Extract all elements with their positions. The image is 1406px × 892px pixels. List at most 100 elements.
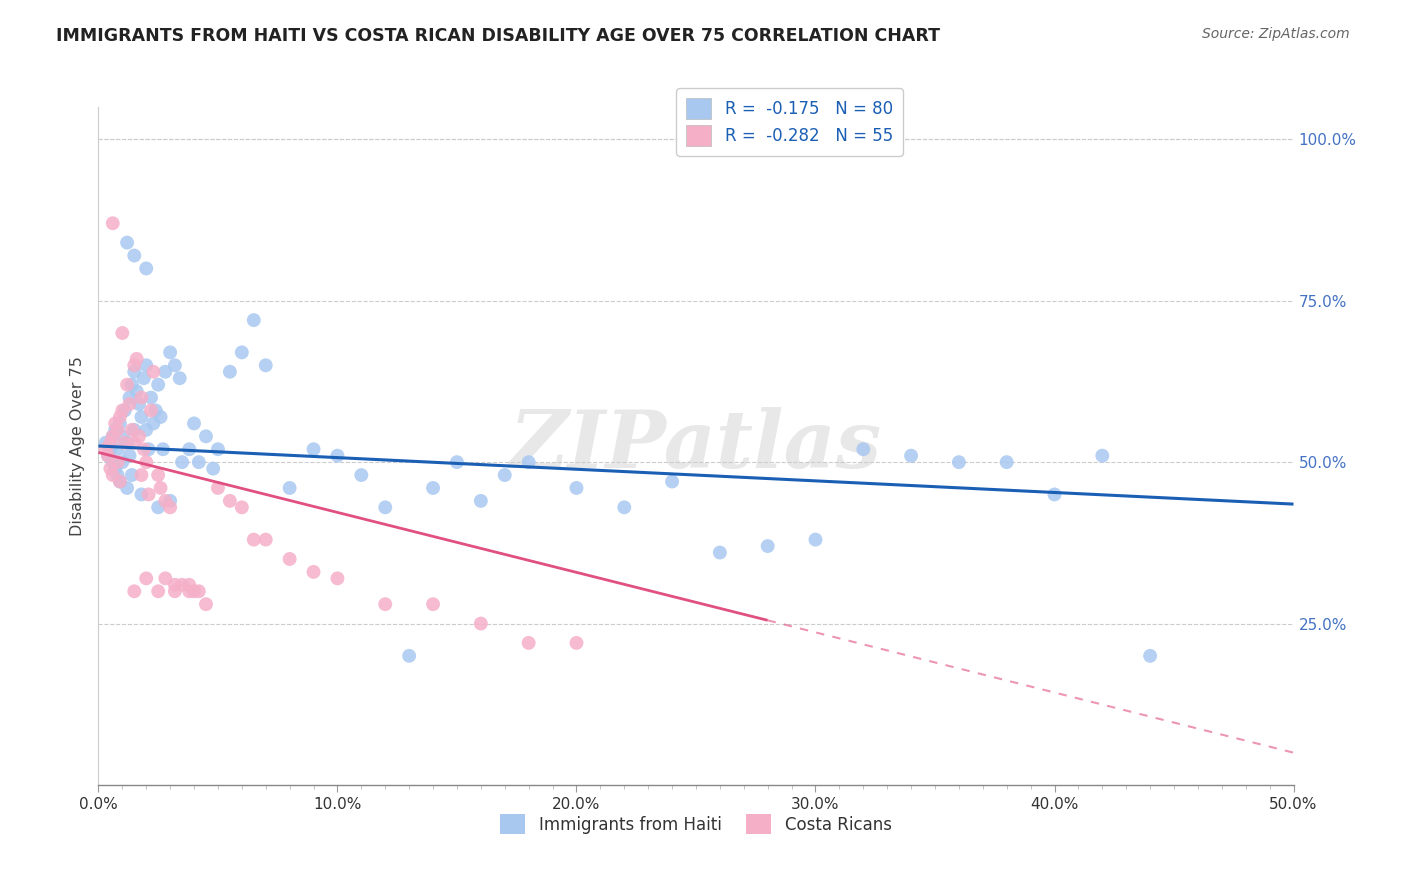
Point [219, 494, 242, 508]
Point [446, 455, 468, 469]
Point [94, 442, 117, 457]
Point [243, 313, 266, 327]
Point [111, 403, 134, 417]
Point [104, 423, 127, 437]
Text: Source: ZipAtlas.com: Source: ZipAtlas.com [1202, 27, 1350, 41]
Point [101, 455, 124, 469]
Point [422, 481, 444, 495]
Point [111, 429, 134, 443]
Point [565, 636, 588, 650]
Point [131, 391, 153, 405]
Point [131, 468, 153, 483]
Point [121, 423, 143, 437]
Point [195, 597, 218, 611]
Point [163, 359, 186, 373]
Point [131, 409, 153, 424]
Point [254, 533, 277, 547]
Point [101, 216, 124, 230]
Point [142, 417, 165, 431]
Text: ZIPatlas: ZIPatlas [510, 408, 882, 484]
Point [1043, 487, 1066, 501]
Point [183, 417, 205, 431]
Point [108, 475, 131, 489]
Point [163, 578, 186, 592]
Point [195, 429, 218, 443]
Point [163, 584, 186, 599]
Point [179, 442, 201, 457]
Point [125, 351, 148, 366]
Point [207, 442, 229, 457]
Point [517, 455, 540, 469]
Point [97, 449, 120, 463]
Point [494, 468, 516, 483]
Point [115, 481, 138, 495]
Point [470, 494, 492, 508]
Point [139, 391, 162, 405]
Point [118, 397, 141, 411]
Point [108, 475, 131, 489]
Point [115, 235, 138, 250]
Point [124, 359, 146, 373]
Point [94, 435, 117, 450]
Y-axis label: Disability Age Over 75: Disability Age Over 75 [69, 356, 84, 536]
Point [709, 545, 731, 559]
Point [278, 552, 301, 566]
Point [115, 377, 138, 392]
Point [219, 365, 242, 379]
Point [121, 468, 143, 483]
Point [128, 429, 150, 443]
Point [852, 442, 875, 457]
Point [107, 455, 129, 469]
Point [124, 584, 146, 599]
Point [948, 455, 970, 469]
Point [107, 442, 129, 457]
Point [118, 449, 141, 463]
Point [114, 403, 136, 417]
Point [756, 539, 779, 553]
Point [149, 481, 172, 495]
Point [159, 494, 181, 508]
Point [565, 481, 588, 495]
Point [1139, 648, 1161, 663]
Point [138, 442, 160, 457]
Point [172, 578, 194, 592]
Point [374, 597, 396, 611]
Point [326, 449, 349, 463]
Point [470, 616, 492, 631]
Point [142, 365, 165, 379]
Point [148, 584, 170, 599]
Point [207, 481, 229, 495]
Point [155, 571, 177, 585]
Point [101, 429, 124, 443]
Point [152, 442, 174, 457]
Point [995, 455, 1018, 469]
Point [159, 500, 181, 515]
Point [121, 377, 143, 392]
Point [302, 442, 325, 457]
Point [231, 345, 253, 359]
Point [115, 435, 138, 450]
Point [243, 533, 266, 547]
Point [148, 377, 170, 392]
Point [231, 500, 253, 515]
Point [187, 455, 209, 469]
Point [131, 487, 153, 501]
Point [179, 578, 201, 592]
Point [302, 565, 325, 579]
Point [124, 365, 146, 379]
Point [202, 461, 225, 475]
Point [98, 461, 122, 475]
Point [111, 326, 134, 340]
Point [517, 636, 540, 650]
Point [159, 345, 181, 359]
Point [661, 475, 683, 489]
Point [254, 359, 277, 373]
Point [107, 468, 129, 483]
Point [169, 371, 191, 385]
Point [613, 500, 636, 515]
Point [104, 461, 127, 475]
Point [97, 449, 120, 463]
Point [111, 455, 134, 469]
Point [138, 487, 160, 501]
Point [148, 468, 170, 483]
